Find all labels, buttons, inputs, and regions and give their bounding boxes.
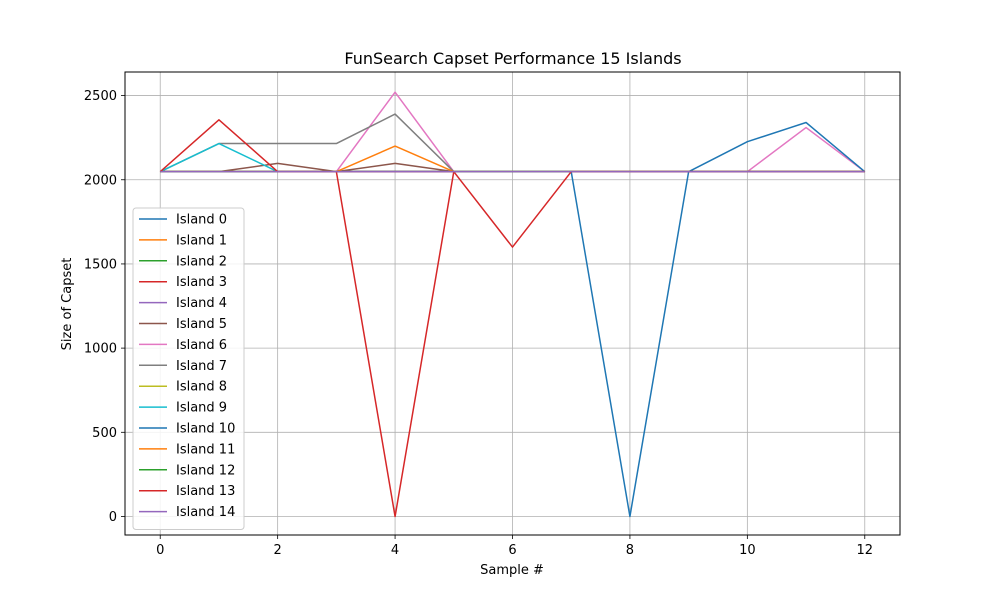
x-axis-title: Sample # xyxy=(480,563,544,578)
legend-label: Island 10 xyxy=(176,422,235,437)
legend-label: Island 6 xyxy=(176,338,227,353)
y-tick-label: 1500 xyxy=(84,257,117,272)
grid xyxy=(125,72,900,535)
y-axis-ticks: 0 500 1000 1500 2000 2500 xyxy=(84,89,125,525)
x-tick-label: 0 xyxy=(156,543,164,558)
y-tick-label: 500 xyxy=(92,426,117,441)
legend-label: Island 12 xyxy=(176,463,235,478)
x-tick-label: 2 xyxy=(274,543,282,558)
legend-label: Island 2 xyxy=(176,254,227,269)
x-tick-label: 10 xyxy=(739,543,756,558)
legend-label: Island 11 xyxy=(176,442,235,457)
y-tick-label: 0 xyxy=(109,510,117,525)
legend-label: Island 1 xyxy=(176,233,227,248)
y-tick-label: 2500 xyxy=(84,89,117,104)
x-tick-label: 4 xyxy=(391,543,399,558)
legend-label: Island 4 xyxy=(176,296,227,311)
x-tick-label: 12 xyxy=(856,543,873,558)
legend-label: Island 0 xyxy=(176,213,227,228)
legend-label: Island 3 xyxy=(176,275,227,290)
legend: Island 0 Island 1 Island 2 Island 3 Island 4… xyxy=(132,207,245,530)
legend-label: Island 5 xyxy=(176,317,227,332)
y-axis-title: Size of Capset xyxy=(60,258,75,351)
x-tick-label: 6 xyxy=(508,543,516,558)
legend-label: Island 14 xyxy=(176,505,235,520)
legend-label: Island 8 xyxy=(176,380,227,395)
legend-label: Island 13 xyxy=(176,484,235,499)
y-tick-label: 2000 xyxy=(84,173,117,188)
legend-label: Island 9 xyxy=(176,401,227,416)
y-tick-label: 1000 xyxy=(84,342,117,357)
chart-title: FunSearch Capset Performance 15 Islands xyxy=(344,49,681,68)
x-tick-label: 8 xyxy=(626,543,634,558)
legend-label: Island 7 xyxy=(176,359,227,374)
series-lines xyxy=(159,91,866,518)
x-axis-ticks: 0 2 4 6 8 10 12 xyxy=(156,535,873,558)
